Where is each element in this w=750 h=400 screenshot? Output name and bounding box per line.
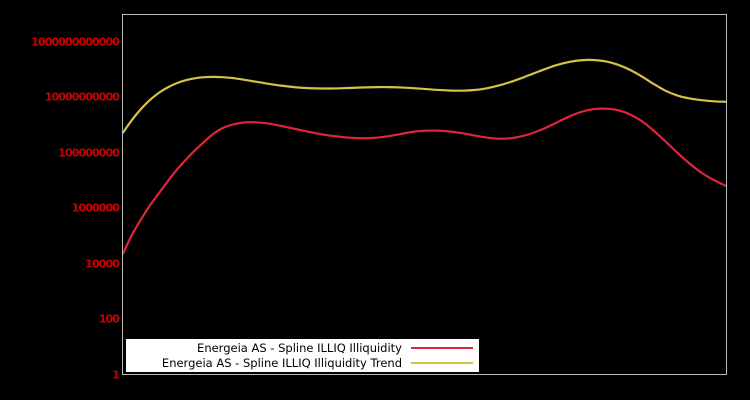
plot-area [122, 14, 727, 375]
legend-label-illiquidity: Energeia AS - Spline ILLIQ Illiquidity [197, 341, 402, 355]
legend-label-illiquidity-trend: Energeia AS - Spline ILLIQ Illiquidity T… [161, 356, 402, 370]
legend-swatch-illiquidity [411, 347, 473, 349]
y-axis-tick-100000000: 100000000 [58, 146, 120, 160]
series-line-illiquidity-trend [123, 107, 726, 255]
chart-legend[interactable]: Energeia AS - Spline ILLIQ Illiquidity E… [125, 338, 480, 373]
plot-svg [123, 58, 726, 255]
y-axis-tick-1000000: 1000000 [71, 201, 120, 215]
y-axis-tick-10000: 10000 [85, 257, 120, 271]
legend-swatch-illiquidity-trend [411, 362, 473, 364]
y-axis-tick-1000000000000: 1000000000000 [31, 35, 120, 49]
y-axis-tick-10000000000: 10000000000 [44, 90, 120, 104]
legend-entry-illiquidity-trend[interactable]: Energeia AS - Spline ILLIQ Illiquidity T… [126, 356, 479, 371]
y-axis-tick-100: 100 [98, 312, 120, 326]
legend-entry-illiquidity[interactable]: Energeia AS - Spline ILLIQ Illiquidity [126, 341, 479, 356]
series-line-illiquidity [123, 58, 726, 134]
y-axis-tick-1: 1 [112, 368, 120, 382]
